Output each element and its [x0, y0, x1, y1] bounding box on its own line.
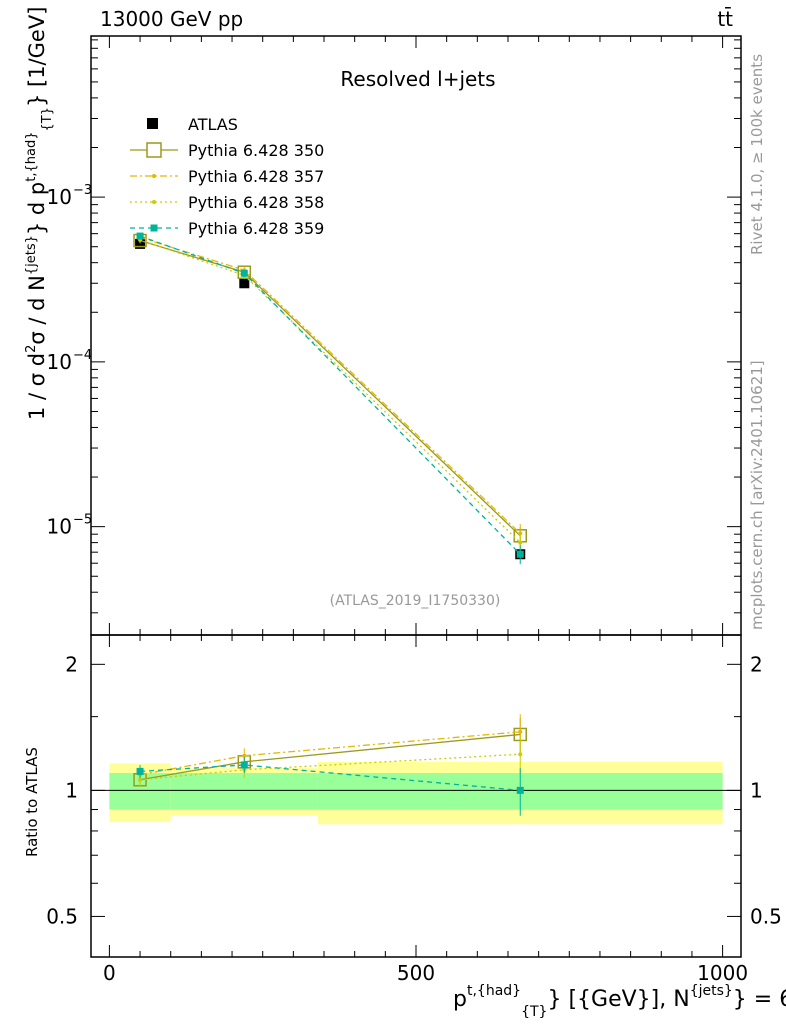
x-axis-label: pt,{had}{T}} [{GeV}], N{jets}} = 6: [453, 983, 786, 1020]
series-line: [139, 239, 521, 537]
legend-marker-atlas: [147, 118, 158, 129]
legend-marker: [152, 200, 156, 204]
legend-label: Pythia 6.428 358: [188, 193, 324, 212]
svg-text:pt,{had}{T}} [{GeV}], N{jets}}: pt,{had}{T}} [{GeV}], N{jets}} = 6: [453, 983, 786, 1020]
y-tick-label: 10: [47, 185, 72, 209]
series-point: [518, 531, 523, 536]
ratio-tick-label-right: 0.5: [750, 904, 782, 928]
y-tick-label: 10: [47, 515, 72, 539]
ratio-series-point: [516, 786, 524, 794]
ratio-tick-label-right: 1: [750, 778, 763, 802]
atlas-data-point: [135, 238, 146, 249]
legend-label: Pythia 6.428 357: [188, 167, 324, 186]
series-point: [518, 540, 523, 545]
x-tick-label: 500: [397, 961, 435, 985]
legend: ATLAS Pythia 6.428 350 Pythia 6.428 357 Pyt…: [130, 115, 324, 238]
rivet-version-label: Rivet 4.1.0, ≥ 100k events: [748, 54, 766, 255]
ratio-series-point: [136, 767, 144, 775]
analysis-id-label: (ATLAS_2019_I1750330): [330, 593, 501, 609]
ratio-series-point: [518, 752, 523, 757]
series-line: [139, 235, 521, 555]
legend-marker: [152, 174, 156, 178]
ratio-tick-label-left: 2: [65, 652, 78, 676]
ratio-series-point: [138, 777, 143, 782]
x-tick-label: 0: [103, 961, 116, 985]
ratio-tick-label-right: 2: [750, 652, 763, 676]
y-tick-exponent: −5: [73, 513, 92, 528]
legend-label: Pythia 6.428 350: [188, 141, 324, 160]
ratio-y-axis-label: Ratio to ATLAS: [23, 747, 41, 857]
legend-label: Pythia 6.428 359: [188, 219, 324, 238]
series-point: [136, 232, 144, 240]
legend-marker: [150, 224, 158, 232]
ratio-series-line: [140, 764, 521, 792]
ratio-series-point: [242, 753, 247, 758]
ratio-tick-label-left: 1: [65, 778, 78, 802]
legend-label-atlas: ATLAS: [188, 115, 238, 134]
ratio-plot-layer: 0 500 1000 0.5 0.5 1 1 2 2: [46, 634, 782, 985]
chart-title: Resolved l+jets: [340, 67, 495, 91]
series-point: [516, 550, 524, 558]
legend-marker: [146, 142, 162, 158]
ratio-tick-label-left: 0.5: [46, 904, 78, 928]
x-tick-label: 1000: [697, 961, 748, 985]
y-tick-exponent: −3: [73, 183, 92, 198]
atlas-data-point: [239, 278, 250, 289]
y-tick-label: 10: [47, 350, 72, 374]
ratio-series-point: [518, 729, 523, 734]
ratio-stat-band: [170, 773, 318, 810]
header-process-label: tt̄: [717, 6, 733, 31]
mcplots-label: mcplots.cern.ch [arXiv:2401.10621]: [748, 360, 766, 630]
y-tick-exponent: −4: [73, 348, 92, 363]
series-line: [139, 236, 521, 534]
series-line: [139, 239, 521, 544]
series-point: [240, 269, 248, 277]
ratio-series-point: [240, 761, 248, 769]
header-energy-label: 13000 GeV pp: [100, 7, 243, 31]
main-plot-layer: 10−510−410−3: [47, 35, 742, 957]
ratio-frame: [90, 634, 742, 958]
